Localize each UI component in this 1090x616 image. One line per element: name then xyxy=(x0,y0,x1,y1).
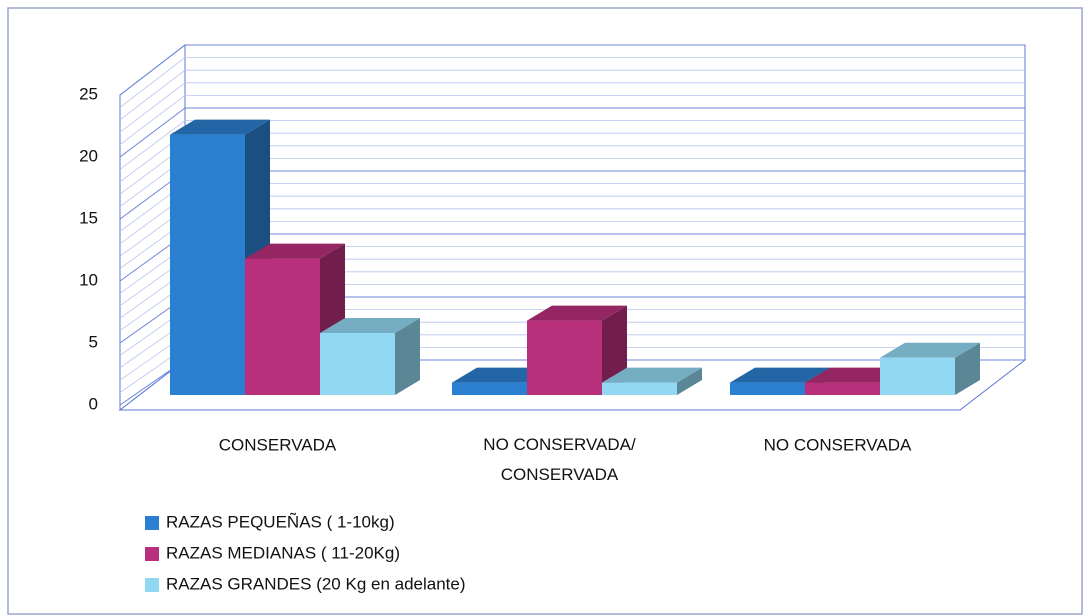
bar-top xyxy=(602,367,702,383)
grid-line xyxy=(119,44,186,96)
bar-front xyxy=(245,258,320,395)
bar-top xyxy=(245,243,345,259)
bar-front xyxy=(880,357,955,395)
y-tick-label: 25 xyxy=(79,84,98,103)
minor-grid-line xyxy=(119,69,186,121)
bar xyxy=(880,342,980,395)
labels: 0 5 10 15 20 25 CONSERVADA NO CONSERVADA/CONSER… xyxy=(79,84,912,593)
legend-label: RAZAS MEDIANAS ( 11-20Kg) xyxy=(166,543,400,562)
bar-side xyxy=(955,342,980,395)
legend-swatch xyxy=(145,547,159,561)
y-tick-label: 10 xyxy=(79,270,98,289)
bar-top xyxy=(880,342,980,358)
bar xyxy=(527,305,627,395)
bar-side xyxy=(395,318,420,395)
y-tick-label: 15 xyxy=(79,208,98,227)
bar xyxy=(602,367,702,395)
y-tick-label: 5 xyxy=(89,332,98,351)
legend-label: RAZAS PEQUEÑAS ( 1-10kg) xyxy=(166,512,395,531)
legend-label: RAZAS GRANDES (20 Kg en adelante) xyxy=(166,574,466,593)
minor-grid-line xyxy=(119,57,186,108)
bar-front xyxy=(602,382,677,395)
bar-top xyxy=(730,367,830,383)
bar-front xyxy=(320,333,395,395)
y-tick-label: 20 xyxy=(79,146,98,165)
bar-front xyxy=(730,382,805,395)
bar-front xyxy=(170,134,245,395)
bar-side xyxy=(677,367,702,395)
bar-front xyxy=(805,382,880,395)
minor-grid-line xyxy=(119,95,186,145)
bar-front xyxy=(527,320,602,395)
bar xyxy=(320,318,420,395)
x-tick-label: NO CONSERVADA/CONSERVADA xyxy=(483,435,636,484)
x-tick-label: NO CONSERVADA xyxy=(764,435,912,454)
bars xyxy=(170,119,980,395)
bar-top xyxy=(527,305,627,321)
y-tick-label: 0 xyxy=(89,394,98,413)
grid-line xyxy=(119,107,186,158)
bar-top xyxy=(170,119,270,135)
bar-top xyxy=(320,318,420,333)
minor-grid-line xyxy=(119,120,186,170)
minor-grid-line xyxy=(119,82,186,133)
x-tick-label: CONSERVADA xyxy=(219,435,337,454)
legend-swatch xyxy=(145,578,159,592)
bar-front xyxy=(452,382,527,395)
legend-swatch xyxy=(145,516,159,530)
